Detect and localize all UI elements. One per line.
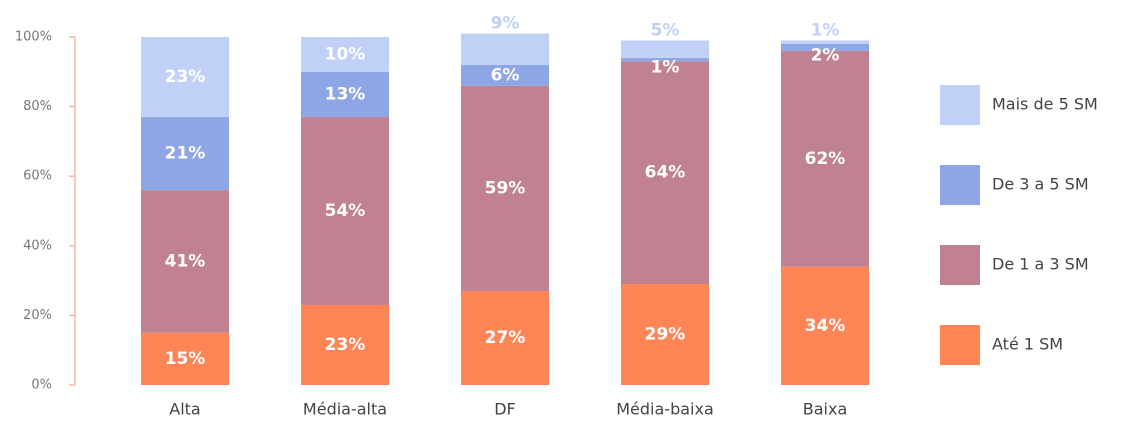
bar-segment bbox=[301, 37, 389, 72]
y-tick-label: 40% bbox=[23, 238, 52, 253]
bar-segment bbox=[301, 71, 389, 118]
data-label: 54% bbox=[325, 201, 366, 221]
bar-segment bbox=[461, 291, 549, 385]
data-label: 64% bbox=[645, 163, 686, 183]
legend-label: Até 1 SM bbox=[992, 335, 1063, 354]
legend-label: De 1 a 3 SM bbox=[992, 255, 1089, 274]
data-label: 59% bbox=[485, 178, 526, 198]
bar-segment bbox=[621, 61, 709, 285]
bar-segment bbox=[301, 117, 389, 305]
data-label: 41% bbox=[165, 251, 206, 271]
data-label: 29% bbox=[645, 325, 686, 345]
data-label: 23% bbox=[165, 67, 206, 87]
data-label: 15% bbox=[165, 349, 206, 369]
bar-segment bbox=[621, 57, 709, 62]
data-label: 6% bbox=[491, 65, 520, 85]
x-tick-label: Média-alta bbox=[303, 400, 387, 419]
bar-segment bbox=[141, 332, 229, 385]
legend-swatch bbox=[940, 325, 980, 365]
y-tick-label: 60% bbox=[23, 169, 52, 184]
bar-segment bbox=[621, 40, 709, 58]
bar-segment bbox=[141, 117, 229, 191]
bar-segment bbox=[141, 37, 229, 118]
legend-swatch bbox=[940, 245, 980, 285]
data-label: 21% bbox=[165, 144, 206, 164]
data-label: 27% bbox=[485, 328, 526, 348]
data-label: 23% bbox=[325, 335, 366, 355]
legend-label: De 3 a 5 SM bbox=[992, 175, 1089, 194]
data-label: 9% bbox=[491, 14, 520, 34]
legend-swatch bbox=[940, 165, 980, 205]
data-label: 1% bbox=[811, 20, 840, 40]
data-label: 62% bbox=[805, 149, 846, 169]
x-tick-label: DF bbox=[494, 400, 516, 419]
legend-swatch bbox=[940, 85, 980, 125]
data-label: 13% bbox=[325, 84, 366, 104]
bar-segment bbox=[141, 190, 229, 333]
data-label: 10% bbox=[325, 44, 366, 64]
bar-segment bbox=[461, 85, 549, 292]
bar-segment bbox=[781, 43, 869, 51]
legend-label: Mais de 5 SM bbox=[992, 95, 1098, 114]
y-tick-label: 100% bbox=[15, 30, 52, 45]
x-tick-label: Alta bbox=[169, 400, 200, 419]
bar-segment bbox=[461, 33, 549, 65]
data-label: 5% bbox=[651, 20, 680, 40]
bar-segment bbox=[781, 40, 869, 44]
data-label: 2% bbox=[811, 45, 840, 65]
bar-segment bbox=[461, 64, 549, 86]
x-tick-label: Baixa bbox=[803, 400, 848, 419]
bar-segment bbox=[781, 50, 869, 267]
bar-segment bbox=[781, 266, 869, 385]
y-tick-label: 0% bbox=[31, 378, 52, 393]
y-tick-label: 80% bbox=[23, 99, 52, 114]
y-tick-label: 20% bbox=[23, 308, 52, 323]
bar-segment bbox=[301, 304, 389, 385]
data-label: 1% bbox=[651, 58, 680, 78]
bar-segment bbox=[621, 284, 709, 385]
data-label: 34% bbox=[805, 316, 846, 336]
x-tick-label: Média-baixa bbox=[616, 400, 714, 419]
